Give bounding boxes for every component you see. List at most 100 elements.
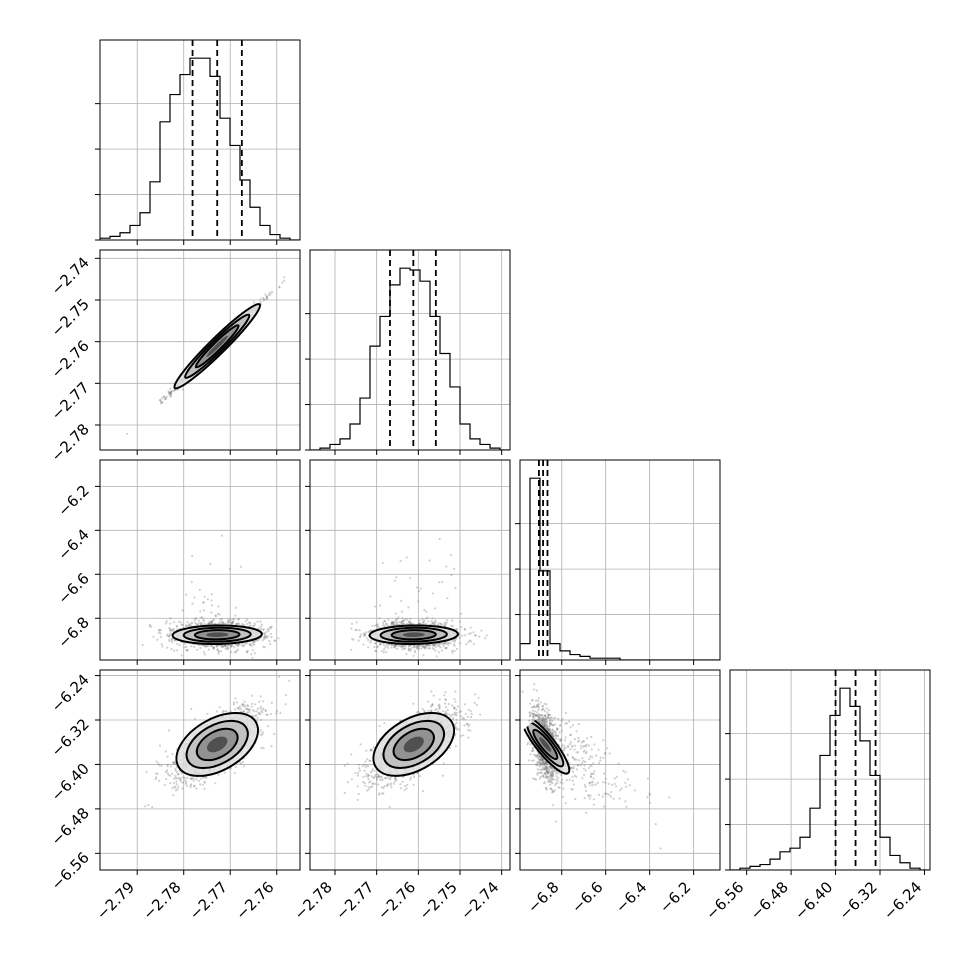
scatter-point — [202, 777, 204, 779]
scatter-point — [204, 653, 206, 655]
scatter-point — [423, 645, 425, 647]
scatter-point — [464, 628, 466, 630]
scatter-point — [453, 643, 455, 645]
scatter-point — [185, 649, 187, 651]
scatter-point — [180, 780, 182, 782]
scatter-point — [236, 707, 238, 709]
scatter-point — [183, 646, 185, 648]
scatter-point — [170, 391, 172, 393]
scatter-point — [257, 621, 259, 623]
scatter-point — [166, 620, 168, 622]
scatter-point — [257, 717, 259, 719]
scatter-point — [241, 644, 243, 646]
scatter-point — [207, 598, 209, 600]
scatter-point — [218, 650, 220, 652]
scatter-point — [350, 649, 352, 651]
scatter-point — [428, 647, 430, 649]
scatter-point — [267, 714, 269, 716]
scatter-point — [392, 621, 394, 623]
scatter-point — [235, 766, 237, 768]
scatter-point — [266, 296, 268, 298]
scatter-point — [432, 592, 434, 594]
scatter-point — [164, 784, 166, 786]
scatter-point — [173, 628, 175, 630]
scatter-point — [270, 633, 272, 635]
scatter-point — [262, 700, 264, 702]
y-tick-label: −6.6 — [54, 569, 92, 607]
scatter-point — [395, 623, 397, 625]
scatter-point — [432, 622, 434, 624]
y-tick-label: −6.2 — [54, 481, 92, 519]
scatter-point — [234, 697, 236, 699]
scatter-point — [374, 650, 376, 652]
scatter-point — [159, 745, 161, 747]
scatter-point — [422, 621, 424, 623]
scatter-point — [454, 640, 456, 642]
scatter-point — [459, 642, 461, 644]
scatter-point — [406, 556, 408, 558]
scatter-point — [422, 654, 424, 656]
scatter-point — [190, 783, 192, 785]
scatter-point — [359, 629, 361, 631]
scatter-point — [441, 581, 443, 583]
scatter-point — [409, 621, 411, 623]
scatter-point — [425, 646, 427, 648]
scatter-point — [210, 611, 212, 613]
scatter-point — [211, 621, 213, 623]
panel-3-0: −6.24−6.32−6.40−6.48−6.56−2.79−2.78−2.77… — [48, 670, 300, 923]
scatter-point — [404, 647, 406, 649]
scatter-point — [208, 649, 210, 651]
scatter-point — [195, 623, 197, 625]
scatter-point — [445, 623, 447, 625]
scatter-point — [169, 623, 171, 625]
scatter-point — [364, 634, 366, 636]
scatter-point — [203, 609, 205, 611]
scatter-point — [254, 703, 256, 705]
scatter-point — [171, 639, 173, 641]
y-tick-label: −2.77 — [48, 378, 93, 423]
scatter-point — [224, 772, 226, 774]
scatter-point — [142, 644, 144, 646]
scatter-point — [387, 619, 389, 621]
scatter-point — [486, 634, 488, 636]
scatter-point — [414, 650, 416, 652]
scatter-point — [434, 650, 436, 652]
scatter-point — [393, 645, 395, 647]
scatter-point — [211, 604, 213, 606]
scatter-point — [430, 620, 432, 622]
scatter-point — [273, 639, 275, 641]
scatter-point — [358, 639, 360, 641]
scatter-point — [240, 708, 242, 710]
scatter-point — [425, 611, 427, 613]
scatter-point — [251, 695, 253, 697]
panel-2-2 — [515, 460, 720, 665]
scatter-point — [182, 624, 184, 626]
scatter-point — [193, 646, 195, 648]
scatter-point — [279, 286, 281, 288]
scatter-point — [271, 626, 273, 628]
scatter-point — [193, 780, 195, 782]
scatter-point — [156, 760, 158, 762]
scatter-point — [191, 622, 193, 624]
scatter-point — [204, 596, 206, 598]
scatter-point — [193, 785, 195, 787]
scatter-point — [176, 783, 178, 785]
scatter-point — [200, 778, 202, 780]
scatter-point — [373, 646, 375, 648]
scatter-point — [263, 628, 265, 630]
scatter-point — [186, 785, 188, 787]
scatter-point — [245, 643, 247, 645]
scatter-point — [411, 647, 413, 649]
scatter-point — [169, 775, 171, 777]
y-tick-label: −2.74 — [48, 253, 93, 298]
scatter-point — [158, 764, 160, 766]
scatter-point — [176, 643, 178, 645]
scatter-point — [233, 646, 235, 648]
scatter-point — [409, 648, 411, 650]
scatter-point — [195, 618, 197, 620]
scatter-point — [262, 646, 264, 648]
scatter-point — [426, 616, 428, 618]
scatter-point — [204, 782, 206, 784]
scatter-point — [181, 609, 183, 611]
